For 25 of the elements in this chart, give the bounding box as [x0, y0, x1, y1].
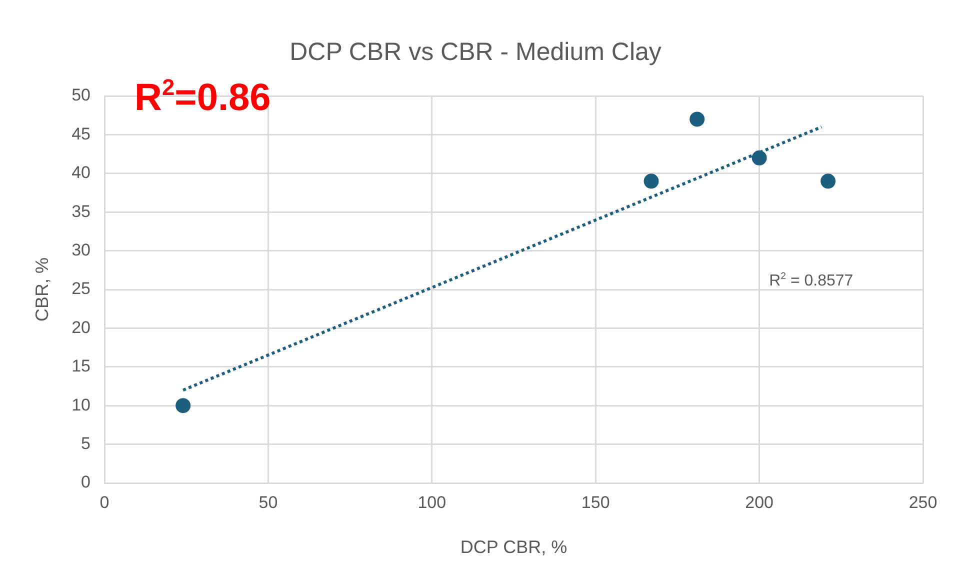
y-tick-label: 10 [72, 395, 91, 414]
x-tick-label: 250 [908, 492, 938, 512]
y-tick-label: 50 [72, 86, 91, 105]
y-tick-label: 40 [72, 163, 91, 182]
x-tick-label: 100 [418, 492, 446, 512]
point [176, 398, 191, 414]
y-tick-label: 45 [72, 124, 91, 144]
x-tick-label: 200 [745, 492, 774, 512]
x-tick-label: 50 [258, 492, 278, 512]
y-tick-label: 5 [81, 434, 91, 453]
x-tick-label: 150 [581, 492, 610, 512]
point [820, 174, 836, 189]
point [752, 150, 767, 166]
y-tick-label: 35 [72, 202, 91, 221]
y-tick-label: 0 [81, 472, 91, 492]
y-axis-title: CBR, % [32, 257, 52, 322]
y-tick-label: 25 [72, 279, 91, 298]
point [644, 174, 659, 189]
y-tick-label: 15 [72, 356, 91, 376]
chart-title: DCP CBR vs CBR - Medium Clay [290, 38, 662, 66]
point [690, 112, 705, 127]
y-tick-label: 20 [72, 318, 91, 337]
x-axis-title: DCP CBR, % [460, 537, 568, 558]
x-tick-label: 0 [100, 492, 110, 512]
y-tick-label: 30 [72, 240, 91, 260]
